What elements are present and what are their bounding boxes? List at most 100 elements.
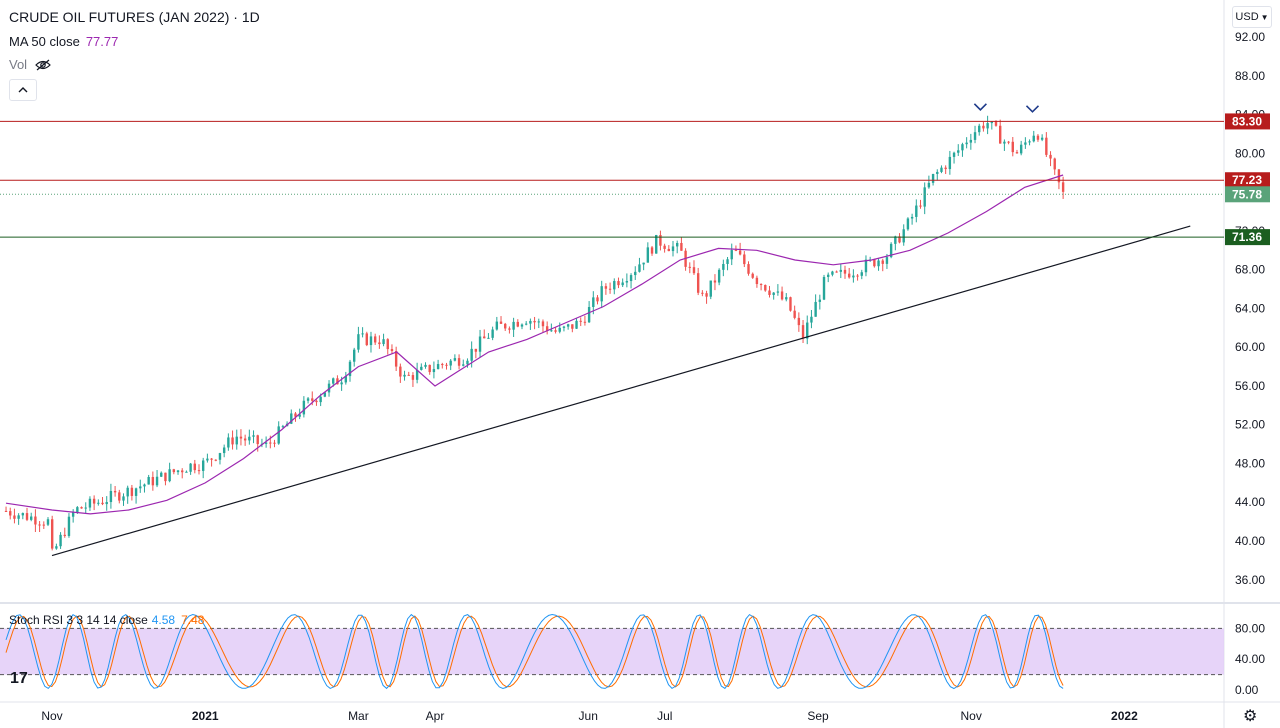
candle-body [986,123,989,129]
candle-body [592,297,595,307]
candle-body [529,320,532,324]
candle-body [524,323,528,325]
last-price-tag [1225,186,1270,203]
x-tick-label: Sep [807,709,829,723]
candle-body [600,286,603,302]
candle-body [206,458,209,461]
candle-body [298,414,301,417]
candle-body [55,546,58,549]
candle-body [34,516,37,525]
candle-body [319,396,322,403]
candle-body [193,463,197,471]
candle-body [1011,141,1014,153]
candle-body [424,364,427,367]
candle-body [222,447,226,454]
candle-body [332,378,335,384]
candle-body [768,290,771,295]
candle-body [399,366,402,377]
candle-body [797,317,801,326]
candle-body [831,271,834,275]
candle-body [696,273,700,293]
candle-body [227,437,230,448]
candle-body [617,281,620,286]
tradingview-logo-icon[interactable]: 17 [10,670,28,687]
y-tick-label: 64.00 [1235,301,1265,315]
candle-body [877,260,880,267]
candle-body [478,336,482,352]
candle-body [101,502,104,505]
candle-body [122,496,125,501]
candle-body [717,269,721,283]
candle-body [902,229,905,243]
currency-selector[interactable]: USD ▼ [1232,6,1272,28]
candle-body [415,369,419,380]
vol-legend[interactable]: Vol [9,57,51,72]
candle-body [9,511,12,516]
candle-body [373,336,377,343]
chevron-down-icon: ▼ [1260,12,1269,22]
candle-body [407,374,410,376]
candle-body [676,242,679,247]
y-tick-label: 68.00 [1235,263,1265,277]
collapse-legend-button[interactable] [9,79,37,101]
stoch-legend[interactable]: Stoch RSI 3 3 14 14 close 4.58 7.48 [9,613,204,627]
candle-body [474,348,478,352]
candle-body [294,413,297,417]
candle-body [168,469,171,482]
candle-body [1032,135,1035,142]
candle-body [889,243,893,258]
candle-body [571,324,574,329]
candle-body [340,382,343,385]
level-tag [1225,113,1270,130]
candle-body [785,297,788,300]
candle-body [63,534,66,536]
candle-body [743,254,746,265]
stoch-y-tick-label: 40.00 [1235,652,1265,666]
candle-body [806,322,809,339]
candle-body [927,182,931,188]
candle-body [76,507,79,513]
candle-body [80,507,83,509]
candle-body [709,280,712,297]
x-tick-label: Apr [426,709,445,723]
candle-body [772,292,775,295]
ma-legend[interactable]: MA 50 close 77.77 [9,34,118,49]
candle-body [403,374,406,377]
candle-body [982,125,985,129]
candle-body [172,469,176,473]
candle-body [638,264,641,272]
y-tick-label: 52.00 [1235,418,1265,432]
candle-body [143,484,146,487]
y-tick-label: 36.00 [1235,573,1265,587]
candle-body [344,376,348,383]
candle-body [621,282,624,286]
candle-body [860,272,863,276]
candle-body [50,519,54,549]
candle-body [46,519,50,525]
candle-body [1040,137,1044,140]
candle-body [256,435,259,445]
candle-body [269,442,272,444]
candle-body [940,167,943,172]
candle-body [185,471,188,473]
candle-body [705,293,708,297]
candle-body [864,259,868,273]
y-tick-label: 88.00 [1235,69,1265,83]
candle-body [780,291,784,300]
candle-body [118,492,121,501]
candle-body [642,262,645,265]
candle-body [915,205,918,217]
candle-body [470,348,473,361]
candle-body [894,236,897,244]
gear-icon[interactable]: ⚙ [1243,708,1258,725]
candle-body [579,320,582,322]
candle-body [957,150,960,153]
y-tick-label: 56.00 [1235,379,1265,393]
candle-body [306,398,310,401]
candle-body [650,247,654,254]
candle-body [252,435,255,437]
candle-body [243,438,247,441]
candle-body [533,320,536,323]
eye-hidden-icon[interactable] [35,59,51,71]
